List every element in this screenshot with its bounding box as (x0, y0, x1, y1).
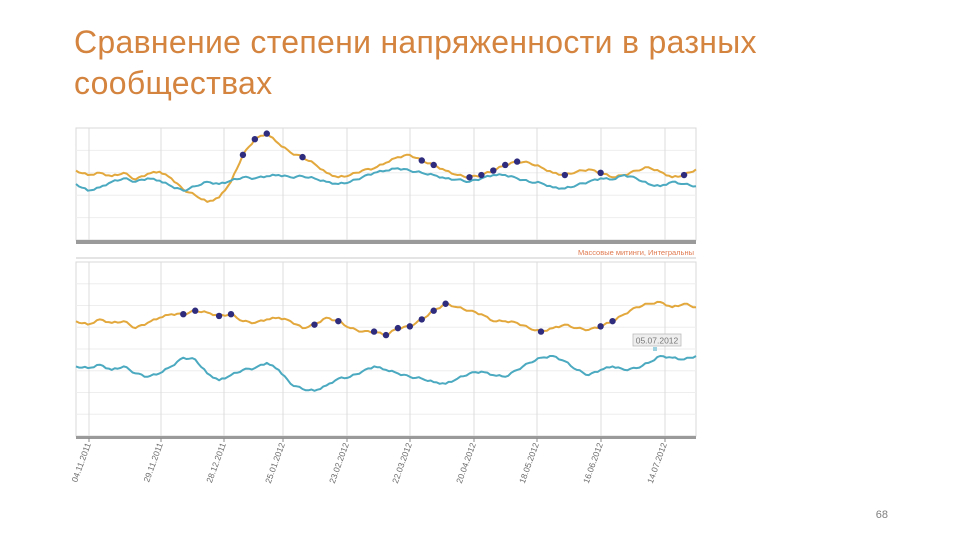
highlight-marker (180, 311, 187, 318)
highlight-marker (227, 311, 235, 318)
x-tick-label: 25.01.2012 (263, 441, 287, 485)
panel-footer-label: Массовые митинги, Интегральны (578, 248, 694, 257)
highlight-marker (502, 161, 509, 169)
highlight-marker (561, 171, 569, 179)
tooltip-text: 05.07.2012 (636, 336, 679, 346)
slide-title: Сравнение степени напряженности в разных… (74, 24, 757, 101)
highlight-marker (418, 316, 425, 323)
highlight-marker (466, 174, 473, 181)
x-tick-label: 28.12.2011 (204, 441, 228, 484)
highlight-marker (609, 317, 616, 325)
x-tick-label: 16.06.2012 (581, 441, 605, 485)
series-line-teal (75, 355, 697, 392)
highlight-marker (311, 321, 318, 328)
highlight-marker (442, 300, 449, 307)
x-tick-label: 23.02.2012 (327, 441, 351, 485)
highlight-marker (513, 158, 521, 165)
highlight-marker (192, 307, 199, 314)
highlight-marker (680, 171, 688, 179)
highlight-marker (239, 151, 247, 159)
highlight-marker (406, 323, 414, 330)
highlight-marker (597, 169, 604, 176)
highlight-marker (382, 331, 390, 339)
highlight-marker (430, 307, 437, 314)
highlight-marker (478, 171, 485, 179)
x-axis-line (76, 436, 696, 439)
x-tick-label: 04.11.2011 (69, 441, 93, 483)
page-number: 68 (875, 509, 888, 521)
highlight-marker (215, 312, 223, 320)
highlight-marker (490, 167, 497, 174)
x-tick-label: 18.05.2012 (517, 441, 541, 485)
x-tick-label: 29.11.2011 (141, 441, 165, 483)
highlight-marker (251, 136, 259, 143)
highlight-marker (263, 130, 270, 137)
series-line-teal (75, 167, 697, 192)
highlight-marker (299, 153, 306, 161)
x-axis: 04.11.2011 29.11.2011 28.12.2011 25.01.2012… (69, 436, 696, 485)
x-tick-label: 14.07.2012 (645, 441, 669, 485)
x-tick-label: 20.04.2012 (454, 441, 478, 485)
highlight-marker (430, 161, 437, 169)
series-line-orange (75, 132, 697, 203)
panel-divider (76, 240, 696, 244)
top-panel: Массовые митинги, Интегральны (75, 127, 697, 259)
highlight-marker (335, 317, 342, 325)
x-tick-label: 22.03.2012 (390, 441, 414, 485)
highlight-marker (537, 328, 545, 335)
highlight-marker (394, 324, 402, 332)
tooltip-marker (653, 347, 657, 351)
highlight-marker (418, 157, 425, 164)
tooltip-box (632, 333, 682, 347)
highlight-marker (370, 328, 378, 335)
highlight-marker (597, 323, 604, 330)
bottom-panel: 05.07.2012 (75, 261, 697, 437)
